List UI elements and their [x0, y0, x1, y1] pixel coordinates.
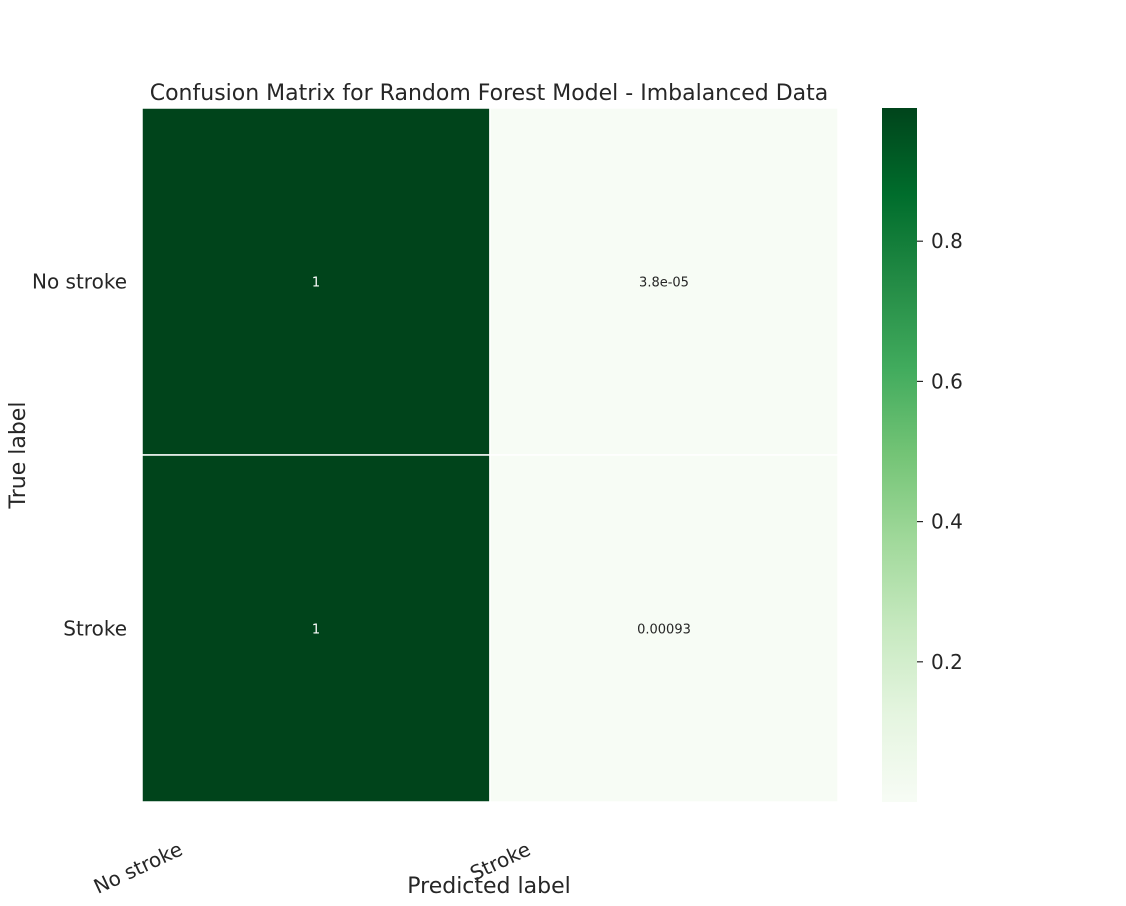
- y-axis-label: True label: [6, 402, 31, 510]
- cell-annotation-r0-c1: 3.8e-05: [639, 276, 689, 291]
- x-tick-label: No stroke: [90, 837, 186, 899]
- x-axis-label: Predicted label: [407, 874, 570, 899]
- heatmap-cell-r0-c1: [489, 107, 839, 456]
- colorbar-tick-label: 0.8: [931, 229, 963, 253]
- colorbar: [882, 108, 917, 802]
- y-tick-label: No stroke: [32, 270, 127, 294]
- heatmap-cell-r0-c0: [141, 107, 491, 456]
- colorbar-tick-label: 0.2: [931, 650, 963, 674]
- cell-annotation-r1-c1: 0.00093: [637, 623, 691, 638]
- y-tick-label: Stroke: [63, 617, 127, 641]
- cell-annotation-r1-c0: 1: [312, 623, 320, 638]
- colorbar-tick-label: 0.6: [931, 369, 963, 393]
- heatmap-annotations: 1 3.8e-05 1 0.00093: [312, 276, 691, 638]
- chart-title: Confusion Matrix for Random Forest Model…: [150, 81, 829, 106]
- y-tick-labels: No stroke Stroke: [32, 270, 127, 641]
- cell-annotation-r0-c0: 1: [312, 276, 320, 291]
- heatmap-cell-r1-c1: [489, 454, 839, 803]
- heatmap-cell-r1-c0: [141, 454, 491, 803]
- colorbar-tick-label: 0.4: [931, 510, 963, 534]
- heatmap-cells: [141, 107, 839, 803]
- colorbar-ticks: 0.2 0.4 0.6 0.8: [917, 229, 963, 674]
